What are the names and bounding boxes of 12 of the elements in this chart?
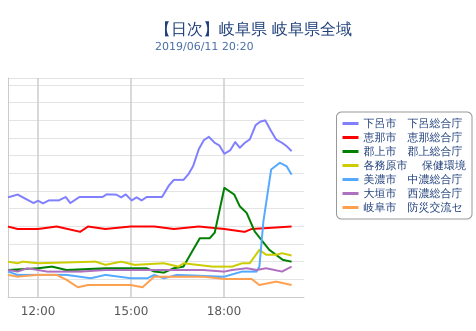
legend-label: 下呂市 下呂総合庁 [364,117,463,130]
x-tick-label: 12:00 [20,304,56,318]
x-tick-label: 18:00 [206,304,242,318]
chart-subtitle: 2019/06/11 20:20 [155,40,254,53]
legend-label: 各務原市 保健環境 [364,159,466,172]
legend-label: 郡上市 郡上総合庁 [364,145,463,158]
legend-label: 大垣市 西濃総合庁 [364,187,463,200]
legend-label: 岐阜市 防災交流セ [364,201,463,214]
legend-label: 恵那市 恵那総合庁 [362,131,463,144]
chart-title: 【日次】岐阜県 岐阜県全域 [155,20,352,38]
legend-label: 美濃市 中濃総合庁 [364,173,463,186]
x-tick-label: 15:00 [114,304,148,318]
